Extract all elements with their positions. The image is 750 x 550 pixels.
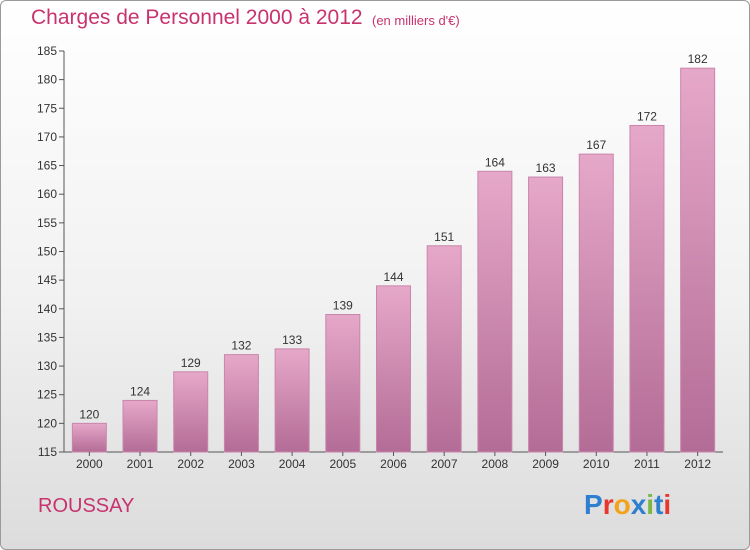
data-label-2011: 172 [637, 109, 657, 123]
bar-2007 [426, 245, 462, 453]
commune-name: ROUSSAY [38, 495, 135, 517]
data-label-2003: 132 [231, 339, 251, 353]
y-tick-label: 155 [37, 216, 57, 230]
bars: 120 124 129 132 133 139 144 151 164 163 167 172 182 [71, 52, 716, 453]
data-label-2008: 164 [485, 155, 505, 169]
y-tick-label: 180 [37, 73, 57, 87]
bar-2003 [223, 354, 259, 453]
y-tick-label: 135 [37, 330, 57, 344]
x-tick-label-2000: 2000 [76, 457, 103, 471]
logo-letter: r [602, 489, 614, 520]
y-tick-label: 170 [37, 130, 57, 144]
bar-2001 [122, 399, 158, 453]
logo-letter: i [663, 489, 672, 520]
bar-2005 [325, 314, 361, 453]
data-label-2012: 182 [688, 52, 708, 66]
logo-letter: i [646, 489, 655, 520]
x-tick-label-2008: 2008 [482, 457, 509, 471]
data-label-2001: 124 [130, 384, 150, 398]
y-tick-label: 150 [37, 245, 57, 259]
y-tick-label: 125 [37, 388, 57, 402]
bar-2012 [680, 67, 716, 453]
bar-2006 [376, 285, 411, 453]
data-label-2005: 139 [333, 299, 353, 313]
x-axis: 2000 2001 2002 2003 2004 2005 2006 2007 2008 2009… [76, 452, 711, 471]
data-label-2002: 129 [181, 356, 201, 370]
data-label-2010: 167 [586, 138, 606, 152]
bar-2011 [629, 124, 665, 453]
y-tick-label: 160 [37, 187, 57, 201]
chart-title: Charges de Personnel 2000 à 2012 [31, 6, 363, 29]
data-label-2000: 120 [79, 407, 99, 421]
bar-2010 [578, 153, 614, 453]
x-tick-label-2010: 2010 [583, 457, 610, 471]
x-tick-label-2011: 2011 [634, 457, 660, 471]
data-label-2006: 144 [383, 270, 403, 284]
x-tick-label-2004: 2004 [279, 457, 306, 471]
logo-letter: t [654, 489, 664, 520]
proxiti-logo[interactable]: Proxiti [584, 489, 671, 521]
x-tick-label-2003: 2003 [228, 457, 255, 471]
data-label-2009: 163 [536, 161, 556, 175]
x-tick-label-2001: 2001 [127, 457, 154, 471]
y-tick-label: 165 [37, 159, 57, 173]
y-tick-label: 115 [38, 445, 57, 459]
x-tick-label-2006: 2006 [380, 457, 407, 471]
x-tick-label-2012: 2012 [684, 457, 711, 471]
bar-2000 [71, 422, 107, 453]
y-tick-label: 130 [37, 359, 57, 373]
bar-2008 [477, 170, 513, 453]
data-label-2004: 133 [282, 333, 302, 347]
y-tick-label: 120 [37, 416, 57, 430]
logo-letter: o [613, 489, 631, 520]
y-tick-label: 140 [37, 302, 57, 316]
y-tick-label: 145 [37, 273, 57, 287]
x-tick-label-2009: 2009 [532, 457, 559, 471]
y-tick-label: 185 [37, 44, 57, 58]
y-tick-label: 175 [37, 101, 57, 115]
x-tick-label-2002: 2002 [177, 457, 204, 471]
x-tick-label-2005: 2005 [329, 457, 356, 471]
x-tick-label-2007: 2007 [431, 457, 458, 471]
bar-2004 [274, 348, 310, 453]
data-label-2007: 151 [434, 230, 454, 244]
bar-2009 [528, 176, 564, 453]
bar-2002 [173, 371, 209, 453]
logo-letter: P [584, 489, 603, 520]
logo-letter: x [630, 489, 647, 520]
chart-subtitle: (en milliers d'€) [372, 13, 460, 28]
